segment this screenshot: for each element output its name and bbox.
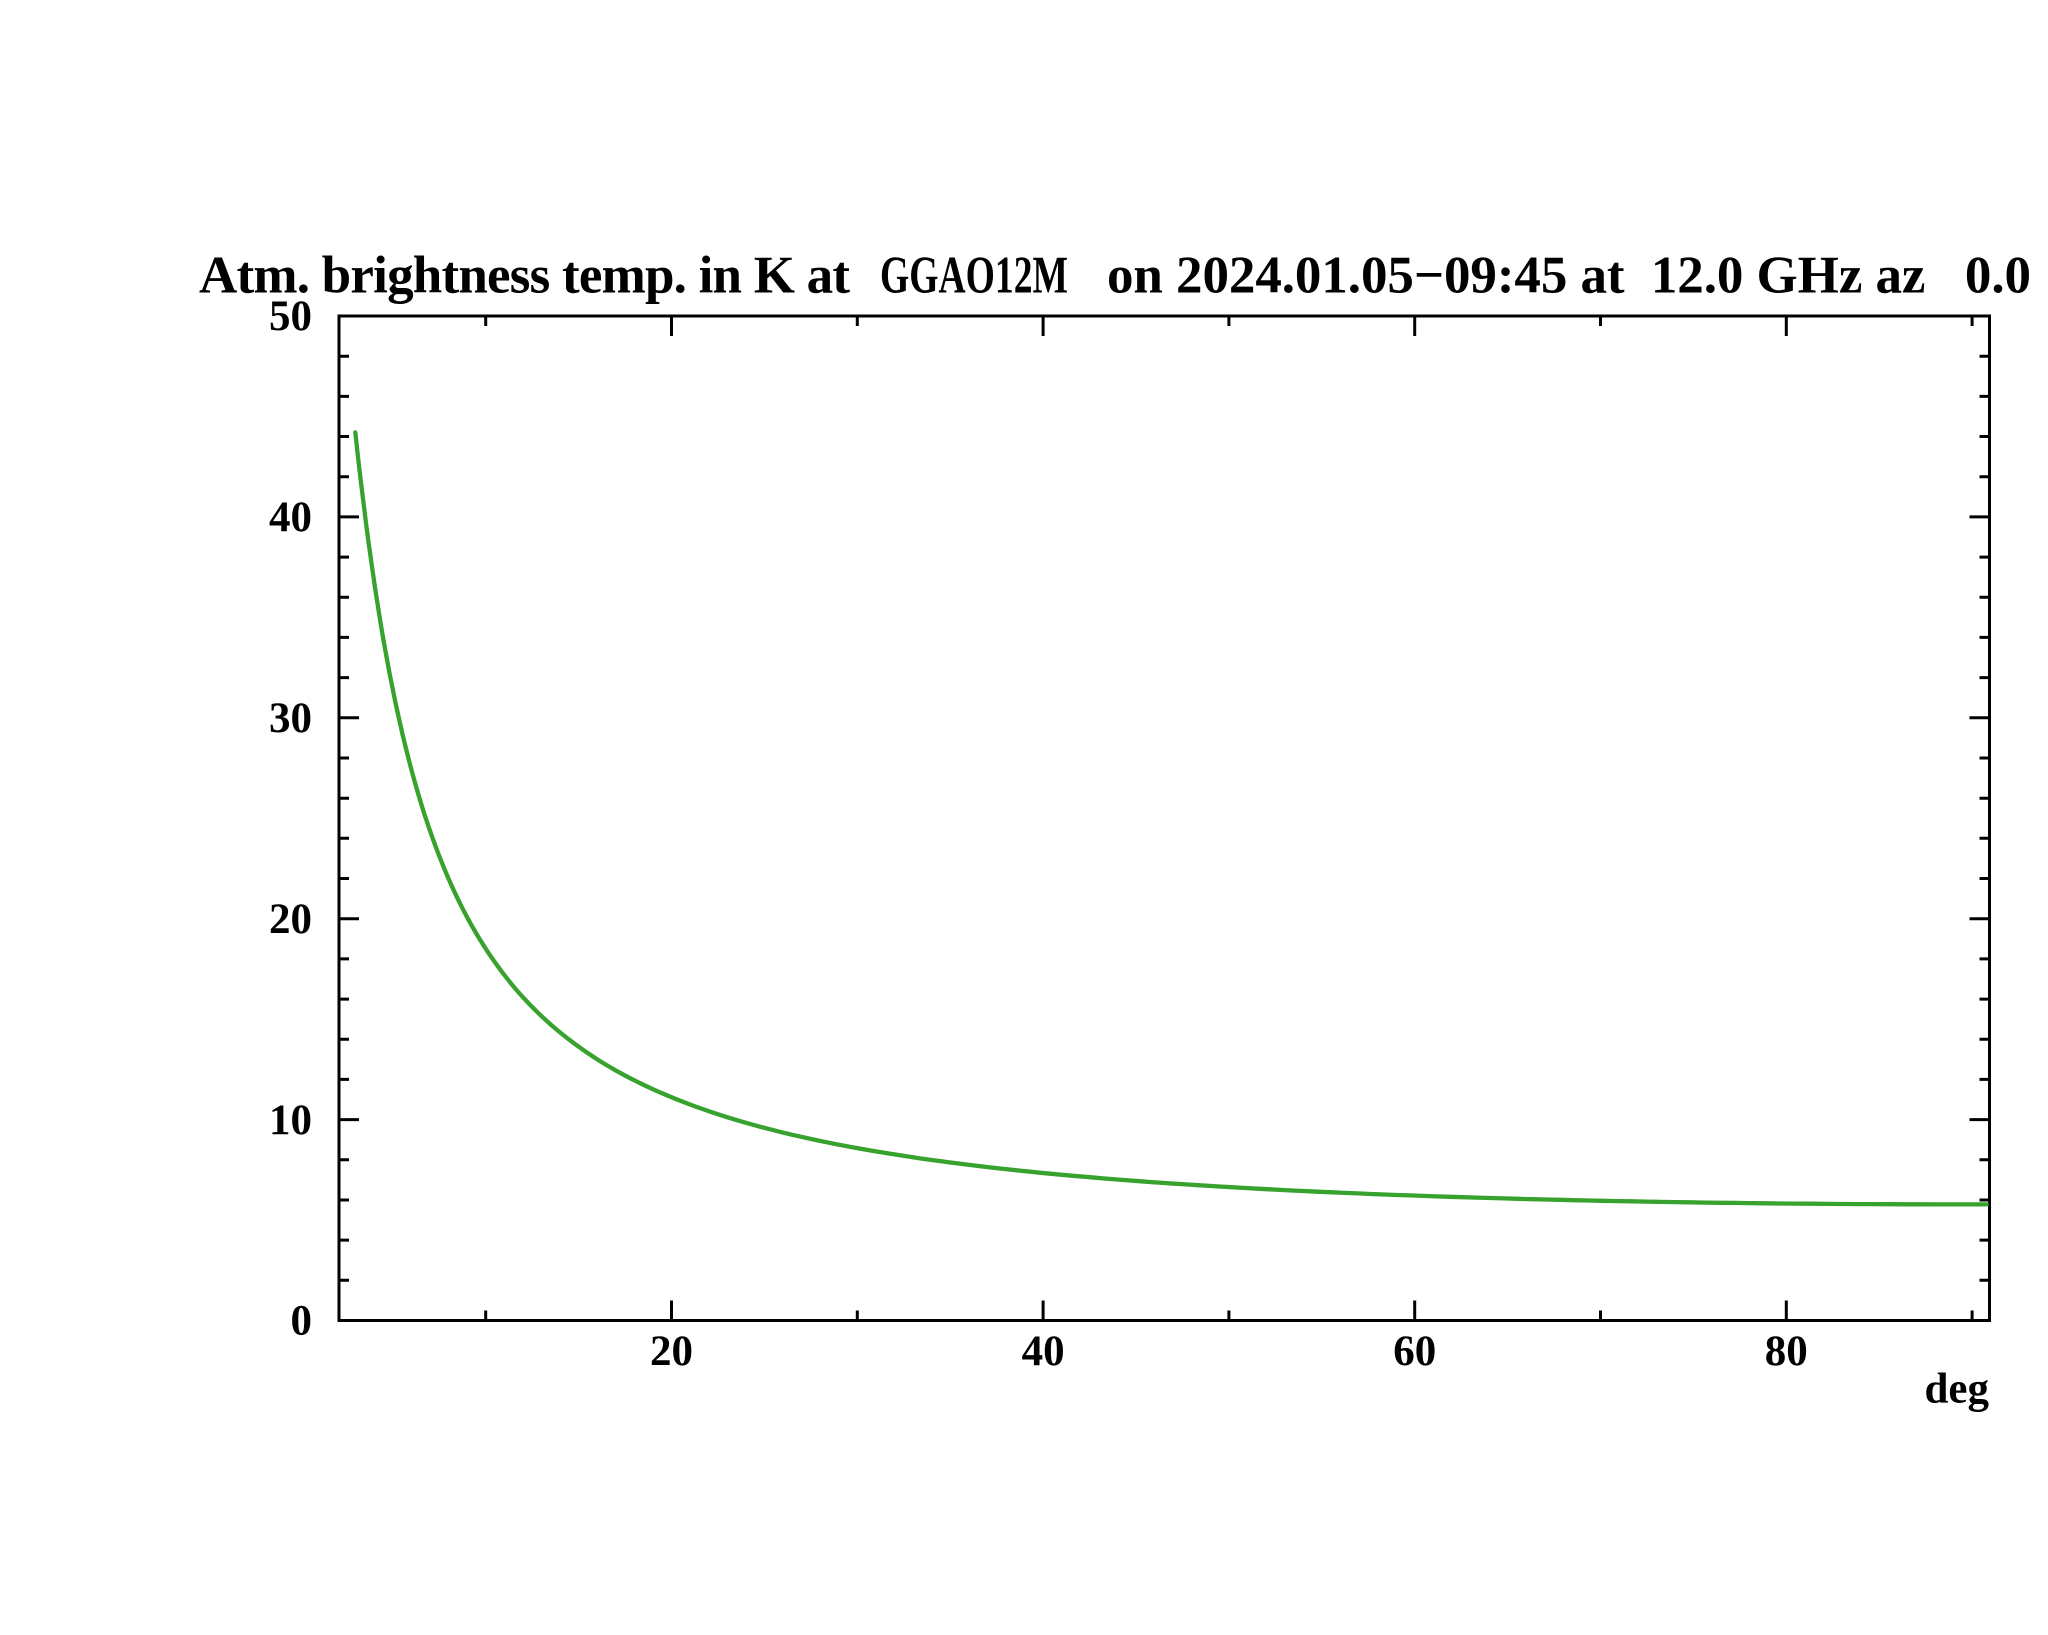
svg-text:Atm. brightness temp. in K at: Atm. brightness temp. in K at [199, 247, 850, 305]
svg-text:on 2024.01.05−09:45 at 12.0 G: on 2024.01.05−09:45 at 12.0 GHz az 0.0 [1107, 247, 2031, 305]
svg-text:40: 40 [269, 494, 312, 541]
svg-text:40: 40 [1022, 1328, 1065, 1375]
svg-text:GGAO12M: GGAO12M [880, 247, 1068, 305]
svg-text:80: 80 [1765, 1328, 1808, 1375]
svg-text:deg: deg [1925, 1366, 1990, 1413]
svg-text:30: 30 [269, 695, 312, 742]
svg-text:10: 10 [269, 1097, 312, 1144]
svg-text:60: 60 [1393, 1328, 1436, 1375]
svg-text:20: 20 [269, 896, 312, 943]
svg-text:20: 20 [650, 1328, 693, 1375]
svg-text:50: 50 [269, 293, 312, 340]
svg-text:0: 0 [291, 1298, 313, 1345]
